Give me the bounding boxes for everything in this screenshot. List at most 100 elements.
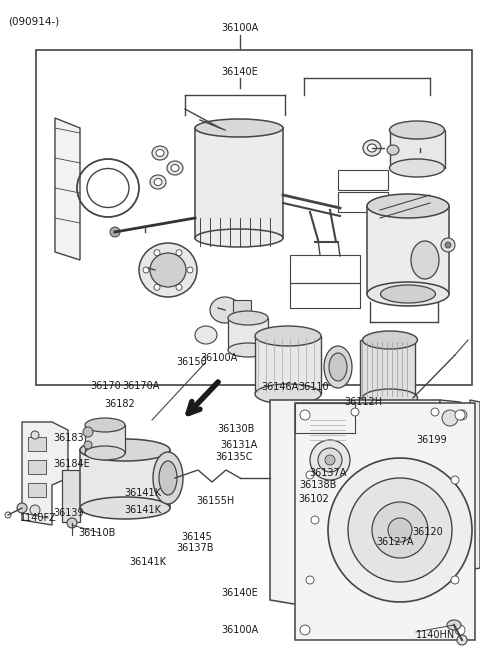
Text: 36141K: 36141K xyxy=(124,505,161,515)
Ellipse shape xyxy=(389,121,444,139)
Ellipse shape xyxy=(411,241,439,279)
Circle shape xyxy=(348,478,452,582)
Circle shape xyxy=(442,410,458,426)
Ellipse shape xyxy=(387,145,399,155)
Ellipse shape xyxy=(368,144,376,152)
Bar xyxy=(367,206,449,294)
Circle shape xyxy=(311,516,319,524)
Circle shape xyxy=(143,267,149,273)
Text: 36138B: 36138B xyxy=(300,479,337,490)
Bar xyxy=(255,336,321,394)
Ellipse shape xyxy=(80,439,170,461)
Ellipse shape xyxy=(80,497,170,519)
Text: 36139: 36139 xyxy=(54,508,84,518)
Ellipse shape xyxy=(255,384,321,404)
Text: 36182: 36182 xyxy=(105,399,135,409)
Polygon shape xyxy=(300,403,460,638)
Circle shape xyxy=(67,518,77,528)
Text: 36137B: 36137B xyxy=(177,542,214,553)
Polygon shape xyxy=(270,400,440,615)
Ellipse shape xyxy=(362,331,418,349)
Text: 36130B: 36130B xyxy=(217,424,255,434)
Text: 36141K: 36141K xyxy=(124,488,161,498)
Circle shape xyxy=(445,242,451,248)
Polygon shape xyxy=(470,400,480,570)
Ellipse shape xyxy=(329,353,347,381)
Text: 36146A: 36146A xyxy=(262,382,299,392)
Bar xyxy=(28,437,46,451)
Text: 36170A: 36170A xyxy=(122,381,160,392)
Text: 36183: 36183 xyxy=(54,432,84,443)
Circle shape xyxy=(300,410,310,420)
Ellipse shape xyxy=(367,282,449,306)
Text: 36140E: 36140E xyxy=(222,588,258,598)
Circle shape xyxy=(431,408,439,416)
Text: 1140HN: 1140HN xyxy=(416,630,455,640)
Ellipse shape xyxy=(362,389,418,407)
Bar xyxy=(360,340,415,398)
Text: (090914-): (090914-) xyxy=(8,16,59,26)
Circle shape xyxy=(176,250,182,255)
Bar xyxy=(28,483,46,497)
Polygon shape xyxy=(22,422,68,525)
Circle shape xyxy=(154,250,160,255)
Circle shape xyxy=(306,471,314,479)
Ellipse shape xyxy=(85,418,125,432)
Ellipse shape xyxy=(381,285,435,303)
Text: 36112H: 36112H xyxy=(345,397,383,407)
Circle shape xyxy=(451,576,459,584)
Bar xyxy=(295,403,475,640)
Text: 36137A: 36137A xyxy=(310,468,347,478)
Circle shape xyxy=(457,635,467,645)
Bar xyxy=(390,130,445,168)
Text: 36145: 36145 xyxy=(181,532,212,542)
Bar xyxy=(62,470,80,522)
Text: 36100A: 36100A xyxy=(221,625,259,635)
Circle shape xyxy=(306,576,314,584)
Circle shape xyxy=(388,518,412,542)
Text: 36131A: 36131A xyxy=(221,440,258,450)
Polygon shape xyxy=(55,118,80,260)
Circle shape xyxy=(187,267,193,273)
Circle shape xyxy=(455,625,465,635)
Circle shape xyxy=(318,448,342,472)
Circle shape xyxy=(30,505,40,515)
Ellipse shape xyxy=(367,194,449,218)
Bar xyxy=(80,450,170,508)
Ellipse shape xyxy=(150,175,166,189)
Ellipse shape xyxy=(195,229,283,247)
Text: 36110B: 36110B xyxy=(78,528,115,538)
Ellipse shape xyxy=(447,620,461,630)
Ellipse shape xyxy=(139,243,197,297)
Bar xyxy=(290,283,360,308)
Circle shape xyxy=(31,431,39,439)
Circle shape xyxy=(441,238,455,252)
Ellipse shape xyxy=(159,461,177,495)
Circle shape xyxy=(110,227,120,237)
Polygon shape xyxy=(440,400,470,578)
Ellipse shape xyxy=(167,161,183,175)
Text: 36110: 36110 xyxy=(299,382,329,392)
Circle shape xyxy=(176,284,182,290)
Ellipse shape xyxy=(389,159,444,177)
Ellipse shape xyxy=(255,326,321,346)
Ellipse shape xyxy=(156,149,164,157)
Bar xyxy=(295,403,355,433)
Text: 36141K: 36141K xyxy=(130,557,167,567)
Bar xyxy=(228,318,268,350)
Text: 36120: 36120 xyxy=(413,527,444,537)
Circle shape xyxy=(310,440,350,480)
Ellipse shape xyxy=(195,326,217,344)
Bar xyxy=(233,300,251,314)
Bar xyxy=(290,255,360,283)
Circle shape xyxy=(325,455,335,465)
Ellipse shape xyxy=(228,311,268,325)
Ellipse shape xyxy=(153,452,183,504)
Ellipse shape xyxy=(154,179,162,185)
Text: 36170: 36170 xyxy=(90,381,121,392)
Ellipse shape xyxy=(150,253,186,287)
Circle shape xyxy=(455,410,465,420)
Ellipse shape xyxy=(171,164,179,172)
Text: 1140FZ: 1140FZ xyxy=(20,513,57,523)
Bar xyxy=(338,192,388,212)
